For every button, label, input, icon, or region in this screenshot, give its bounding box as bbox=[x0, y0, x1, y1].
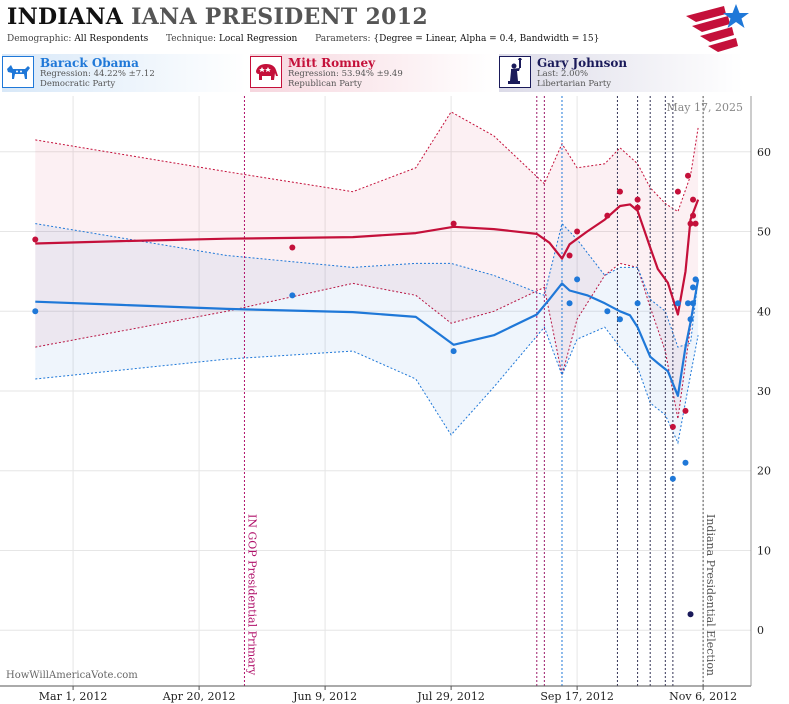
trend-lines bbox=[35, 199, 700, 397]
poll-points bbox=[32, 172, 699, 618]
poll-point-barack-obama bbox=[32, 308, 39, 315]
candidate-stat: Regression: 44.22% ±7.12 bbox=[40, 69, 155, 79]
poll-chart: IN GOP Presidential Primary Indiana Presi… bbox=[0, 96, 771, 703]
parameters-value: {Degree = Linear, Alpha = 0.4, Bandwidth… bbox=[373, 34, 600, 44]
event-label: Indiana Presidential Election bbox=[704, 514, 717, 676]
technique-label: Technique: bbox=[166, 34, 217, 44]
poll-point-barack-obama bbox=[566, 300, 573, 307]
x-tick-label: Mar 1, 2012 bbox=[39, 690, 108, 703]
x-tick-label: Nov 6, 2012 bbox=[669, 690, 737, 703]
candidate-name: Barack Obama bbox=[40, 56, 139, 70]
title-state: INDIANA bbox=[7, 4, 124, 30]
event-lines: IN GOP Presidential Primary Indiana Presi… bbox=[243, 96, 717, 686]
demographic-value: All Respondents bbox=[74, 34, 149, 44]
legend-item-johnson: Gary Johnson Last: 2.00% Libertarian Par… bbox=[499, 54, 743, 92]
title-rest: IANA PRESIDENT 2012 bbox=[131, 4, 428, 30]
poll-point-mitt-romney bbox=[669, 423, 676, 430]
star-flag-logo-icon bbox=[686, 4, 749, 52]
x-tick-label: Jun 9, 2012 bbox=[292, 690, 357, 703]
candidate-name: Mitt Romney bbox=[288, 56, 376, 70]
trend-line-barack-obama bbox=[35, 279, 700, 397]
statue-of-liberty-icon bbox=[499, 56, 531, 88]
candidate-party: Democratic Party bbox=[40, 79, 116, 89]
legend-item-romney: Mitt Romney Regression: 53.94% ±9.49 Rep… bbox=[250, 54, 494, 92]
poll-point-gary-johnson bbox=[687, 611, 694, 618]
x-tick-label: Jul 29, 2012 bbox=[416, 690, 485, 703]
chart-title: INDIANA IANA PRESIDENT 2012 bbox=[7, 4, 428, 30]
poll-point-barack-obama bbox=[682, 459, 689, 466]
watermark: HowWillAmericaVote.com bbox=[6, 670, 138, 681]
poll-point-mitt-romney bbox=[687, 220, 694, 227]
poll-point-mitt-romney bbox=[574, 228, 581, 235]
y-tick-label: 10 bbox=[757, 544, 771, 557]
poll-point-mitt-romney bbox=[604, 212, 611, 219]
elephant-icon bbox=[250, 56, 282, 88]
band-mitt-romney bbox=[35, 111, 699, 419]
candidate-party: Republican Party bbox=[288, 79, 362, 89]
poll-point-mitt-romney bbox=[692, 220, 699, 227]
candidate-name: Gary Johnson bbox=[537, 56, 628, 70]
poll-point-barack-obama bbox=[604, 308, 611, 315]
y-tick-label: 60 bbox=[757, 146, 771, 159]
trend-line-mitt-romney bbox=[35, 199, 700, 316]
poll-point-barack-obama bbox=[450, 348, 457, 355]
y-tick-label: 20 bbox=[757, 465, 771, 478]
date-label: May 17, 2025 bbox=[666, 101, 743, 114]
poll-point-mitt-romney bbox=[682, 407, 689, 414]
axes: Mar 1, 2012 Apr 20, 2012 Jun 9, 2012 Jul 29… bbox=[0, 96, 771, 703]
poll-point-mitt-romney bbox=[32, 236, 39, 243]
poll-point-mitt-romney bbox=[690, 212, 697, 219]
y-tick-label: 0 bbox=[757, 624, 764, 637]
demographic-label: Demographic: bbox=[7, 34, 72, 44]
band-upper-mitt-romney bbox=[35, 111, 699, 213]
poll-point-mitt-romney bbox=[634, 204, 641, 211]
poll-point-barack-obama bbox=[289, 292, 296, 299]
poll-point-mitt-romney bbox=[674, 188, 681, 195]
poll-point-barack-obama bbox=[616, 316, 623, 323]
chart-header: INDIANA IANA PRESIDENT 2012 Demographic:… bbox=[0, 0, 789, 52]
grid bbox=[0, 96, 751, 686]
poll-point-barack-obama bbox=[574, 276, 581, 283]
parameters-label: Parameters: bbox=[315, 34, 371, 44]
parameters-line: Demographic: All Respondents Technique: … bbox=[7, 34, 599, 44]
candidate-party: Libertarian Party bbox=[537, 79, 612, 89]
technique-value: Local Regression bbox=[218, 34, 298, 44]
donkey-icon bbox=[2, 56, 34, 88]
legend-item-obama: Barack Obama Regression: 44.22% ±7.12 De… bbox=[2, 54, 246, 92]
poll-point-barack-obama bbox=[634, 300, 641, 307]
poll-point-mitt-romney bbox=[450, 220, 457, 227]
band-barack-obama bbox=[35, 223, 699, 443]
x-tick-label: Sep 17, 2012 bbox=[540, 690, 614, 703]
candidate-stat: Regression: 53.94% ±9.49 bbox=[288, 69, 403, 79]
poll-point-barack-obama bbox=[669, 475, 676, 482]
y-tick-label: 40 bbox=[757, 305, 771, 318]
poll-point-barack-obama bbox=[684, 300, 691, 307]
poll-point-mitt-romney bbox=[690, 196, 697, 203]
poll-point-mitt-romney bbox=[634, 196, 641, 203]
poll-point-mitt-romney bbox=[684, 172, 691, 179]
poll-point-barack-obama bbox=[690, 300, 697, 307]
poll-point-barack-obama bbox=[674, 300, 681, 307]
poll-point-mitt-romney bbox=[616, 188, 623, 195]
candidate-legend: Barack Obama Regression: 44.22% ±7.12 De… bbox=[0, 54, 789, 92]
candidate-stat: Last: 2.00% bbox=[537, 69, 589, 79]
x-tick-label: Apr 20, 2012 bbox=[162, 690, 236, 703]
y-tick-label: 30 bbox=[757, 385, 771, 398]
confidence-bands bbox=[35, 111, 699, 445]
poll-point-mitt-romney bbox=[566, 252, 573, 259]
poll-point-barack-obama bbox=[690, 284, 697, 291]
y-tick-label: 50 bbox=[757, 226, 771, 239]
poll-point-barack-obama bbox=[687, 316, 694, 323]
poll-point-mitt-romney bbox=[289, 244, 296, 251]
event-label: IN GOP Presidential Primary bbox=[245, 514, 258, 676]
band-lower-barack-obama bbox=[35, 326, 699, 445]
poll-point-barack-obama bbox=[692, 276, 699, 283]
